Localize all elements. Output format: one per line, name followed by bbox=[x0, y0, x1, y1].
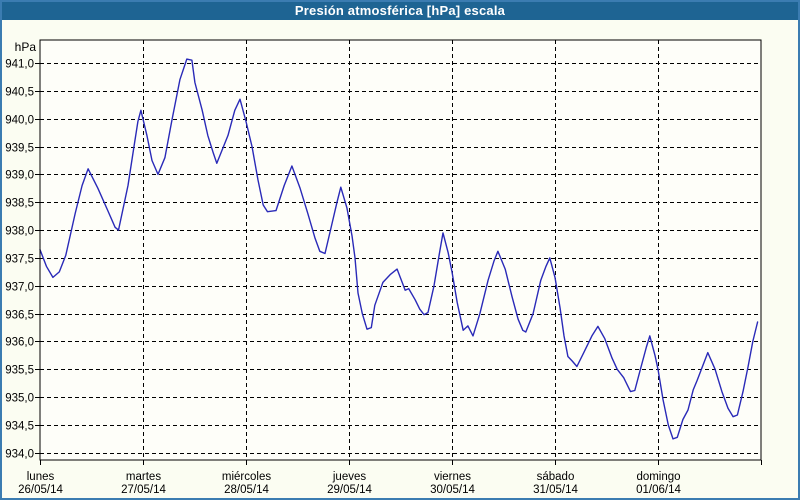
x-axis-date-label: 30/05/14 bbox=[430, 484, 475, 496]
y-axis-label: 937,0 bbox=[5, 282, 34, 294]
chart-title: Presión atmosférica [hPa] escala bbox=[294, 2, 506, 18]
y-axis-label: 936,0 bbox=[5, 337, 34, 349]
y-axis-label: 941,0 bbox=[5, 59, 34, 71]
y-axis-label: 934,0 bbox=[5, 449, 34, 461]
x-axis-date-label: 01/06/14 bbox=[636, 484, 681, 496]
x-axis-date-label: 31/05/14 bbox=[533, 484, 578, 496]
y-axis-label: 935,5 bbox=[5, 365, 34, 377]
y-axis-label: 940,0 bbox=[5, 115, 34, 127]
y-axis-label: 939,5 bbox=[5, 143, 34, 155]
y-axis-label: 936,5 bbox=[5, 310, 34, 322]
x-axis-day-label: viernes bbox=[434, 471, 471, 483]
y-axis-label: 935,0 bbox=[5, 393, 34, 405]
x-axis-day-label: miércoles bbox=[222, 471, 271, 483]
title-bar: Presión atmosférica [hPa] escala bbox=[0, 0, 800, 20]
x-axis-date-label: 27/05/14 bbox=[121, 484, 166, 496]
y-axis-label: 934,5 bbox=[5, 421, 34, 433]
y-axis-label: 940,5 bbox=[5, 87, 34, 99]
x-axis-day-label: jueves bbox=[332, 471, 366, 483]
y-axis-unit-label: hPa bbox=[15, 40, 37, 54]
plot-border bbox=[39, 39, 762, 461]
plot-area bbox=[40, 40, 761, 460]
x-axis-day-label: domingo bbox=[636, 471, 680, 483]
y-axis-label: 938,5 bbox=[5, 198, 34, 210]
y-axis-label: 937,5 bbox=[5, 254, 34, 266]
x-axis-day-label: martes bbox=[126, 471, 161, 483]
x-axis-date-label: 26/05/14 bbox=[18, 484, 63, 496]
y-axis-label: 938,0 bbox=[5, 226, 34, 238]
x-axis-day-label: sábado bbox=[537, 471, 575, 483]
y-axis-label: 939,0 bbox=[5, 170, 34, 182]
x-axis-date-label: 29/05/14 bbox=[327, 484, 372, 496]
pressure-line bbox=[39, 58, 759, 440]
x-axis-date-label: 28/05/14 bbox=[224, 484, 269, 496]
x-axis-day-label: lunes bbox=[27, 471, 55, 483]
